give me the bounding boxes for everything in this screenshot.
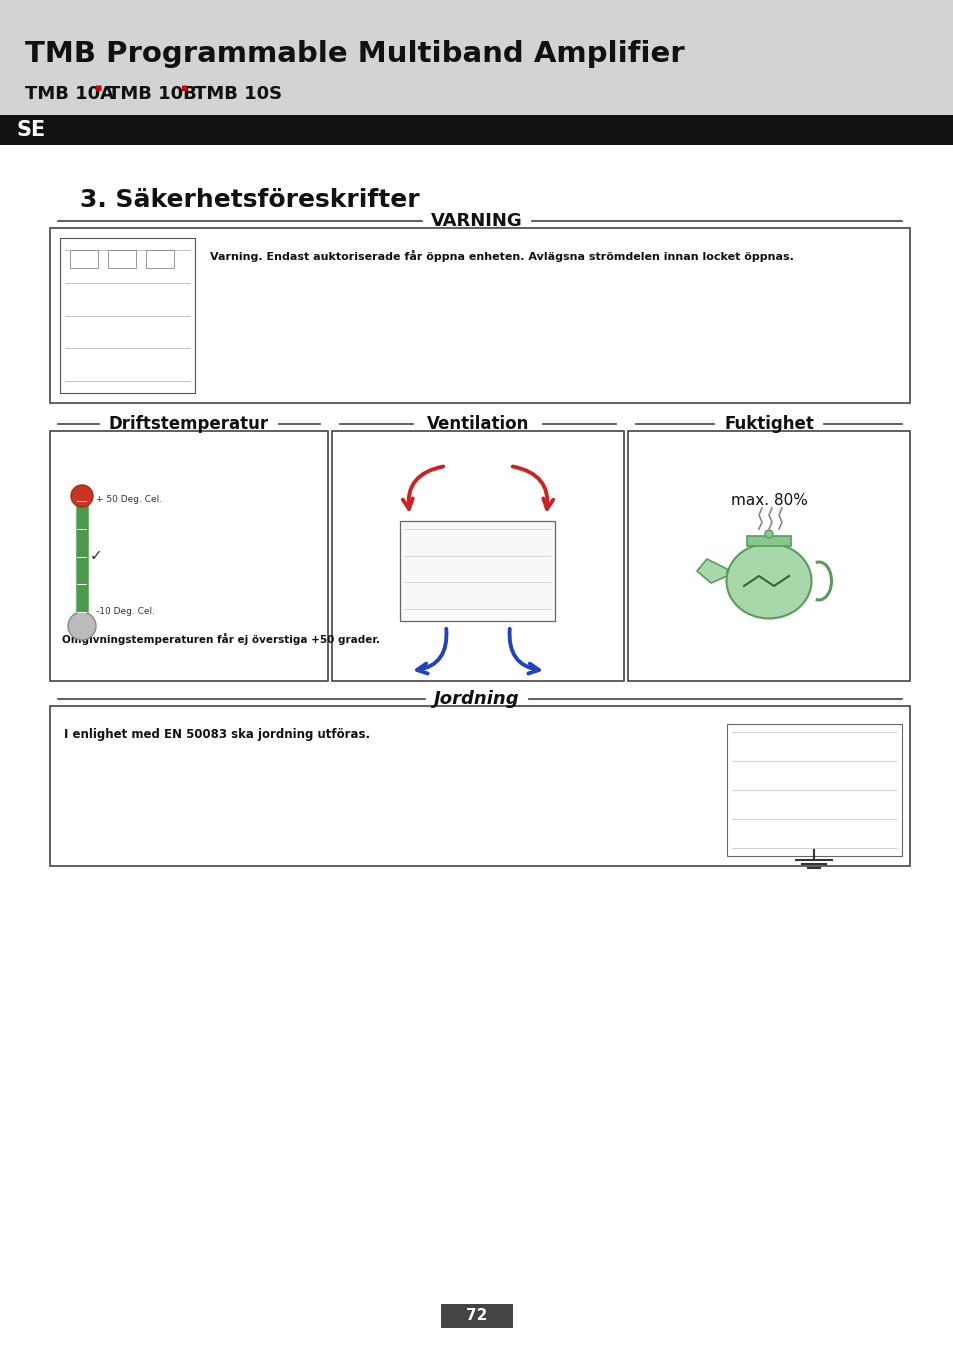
Text: + 50 Deg. Cel.: + 50 Deg. Cel.: [96, 494, 162, 504]
Text: Fuktighet: Fuktighet: [723, 414, 813, 433]
Text: TMB 10S: TMB 10S: [193, 85, 282, 103]
Bar: [746, 536, 790, 545]
Ellipse shape: [726, 544, 811, 618]
Bar: [60, 238, 194, 393]
Text: max. 80%: max. 80%: [730, 493, 806, 508]
Text: -10 Deg. Cel.: -10 Deg. Cel.: [96, 608, 154, 617]
Text: SE: SE: [16, 120, 45, 140]
Text: ▪: ▪: [95, 82, 102, 93]
Text: TMB 10B: TMB 10B: [108, 85, 196, 103]
Circle shape: [68, 612, 96, 640]
Text: Ventilation: Ventilation: [426, 414, 529, 433]
Polygon shape: [697, 559, 726, 583]
Text: Omgivningstemperaturen får ej överstiga +50 grader.: Omgivningstemperaturen får ej överstiga …: [62, 633, 379, 645]
Circle shape: [764, 531, 772, 539]
Bar: [50, 431, 328, 680]
Text: 72: 72: [466, 1308, 487, 1323]
Bar: [332, 431, 623, 680]
Bar: [50, 228, 909, 404]
Bar: [627, 431, 909, 680]
Bar: [0, 115, 953, 144]
Text: 3. Säkerhetsföreskrifter: 3. Säkerhetsföreskrifter: [80, 188, 419, 212]
Bar: [70, 250, 98, 269]
Text: TMB Programmable Multiband Amplifier: TMB Programmable Multiband Amplifier: [25, 40, 684, 68]
Text: Varning. Endast auktoriserade får öppna enheten. Avlägsna strömdelen innan locke: Varning. Endast auktoriserade får öppna …: [210, 250, 793, 262]
Bar: [108, 250, 136, 269]
Text: ✓: ✓: [90, 548, 103, 563]
Text: VARNING: VARNING: [431, 212, 522, 230]
Bar: [440, 1304, 513, 1328]
Bar: [0, 0, 953, 115]
Bar: [400, 521, 555, 621]
Bar: [50, 706, 909, 865]
Text: TMB 10A: TMB 10A: [25, 85, 113, 103]
Bar: [146, 250, 173, 269]
Text: Driftstemperatur: Driftstemperatur: [109, 414, 269, 433]
Text: ▪: ▪: [181, 82, 189, 93]
Text: I enlighet med EN 50083 ska jordning utföras.: I enlighet med EN 50083 ska jordning utf…: [64, 728, 370, 741]
Bar: [726, 724, 901, 856]
Text: Jordning: Jordning: [434, 690, 519, 707]
Circle shape: [71, 485, 92, 508]
